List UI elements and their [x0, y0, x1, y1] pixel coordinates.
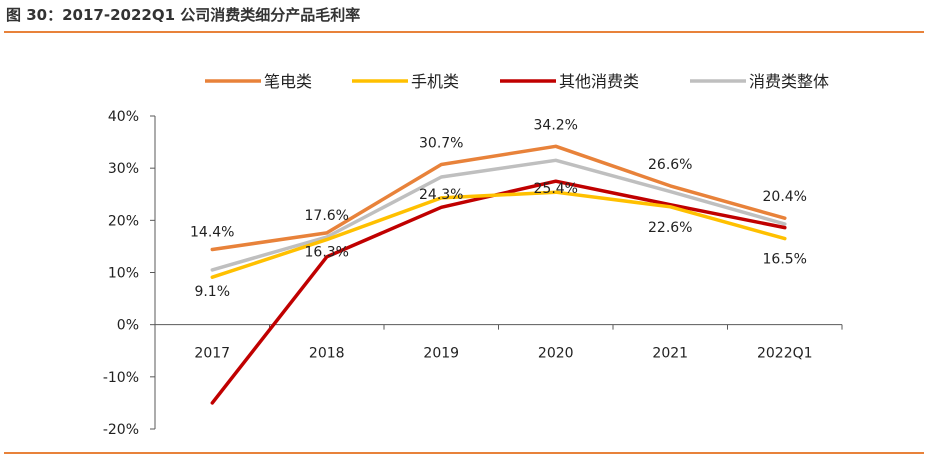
- y-tick-label: 0%: [117, 318, 139, 334]
- legend-phone-label: 手机类: [411, 72, 459, 91]
- legend-laptop-label: 笔电类: [264, 72, 312, 91]
- bottom-rule: [4, 452, 924, 454]
- top-rule: [4, 31, 924, 33]
- laptop-series-line: [210, 144, 787, 252]
- y-tick-label: 10%: [108, 266, 139, 282]
- phone-series-line: [210, 190, 787, 279]
- y-tick-label: -10%: [103, 370, 139, 386]
- x-tick-label: 2021: [652, 346, 688, 362]
- line-chart: 40% 30% 20% 10% 0% -10% -20% 2017 2018 2019 2020 20…: [103, 72, 843, 438]
- laptop-data-label: 34.2%: [534, 117, 578, 133]
- x-tick-label: 2020: [538, 346, 574, 362]
- legend-consumer-total-label: 消费类整体: [749, 72, 829, 91]
- y-tick-label: 30%: [108, 161, 139, 177]
- y-tick-label: -20%: [103, 422, 139, 438]
- x-tick-label: 2017: [194, 346, 230, 362]
- consumer-total-series-line: [210, 158, 787, 272]
- laptop-data-label: 26.6%: [648, 157, 692, 173]
- y-tick-label: 40%: [108, 109, 139, 125]
- x-tick-label: 2019: [423, 346, 459, 362]
- x-tick-label: 2022Q1: [757, 346, 813, 362]
- x-tick-label: 2018: [309, 346, 345, 362]
- y-tick-label: 20%: [108, 213, 139, 229]
- phone-data-label: 16.3%: [305, 245, 349, 261]
- phone-data-label: 22.6%: [648, 220, 692, 236]
- phone-data-label: 16.5%: [763, 252, 807, 268]
- laptop-data-label: 14.4%: [190, 225, 234, 241]
- phone-data-label: 24.3%: [419, 187, 463, 203]
- phone-data-label: 25.4%: [534, 181, 578, 197]
- laptop-data-label: 20.4%: [763, 189, 807, 205]
- figure-title: 图 30：2017-2022Q1 公司消费类细分产品毛利率: [6, 6, 361, 24]
- phone-data-label: 9.1%: [194, 284, 230, 300]
- laptop-data-label: 30.7%: [419, 136, 463, 152]
- laptop-data-label: 17.6%: [305, 208, 349, 224]
- legend-other-consumer-label: 其他消费类: [559, 72, 639, 91]
